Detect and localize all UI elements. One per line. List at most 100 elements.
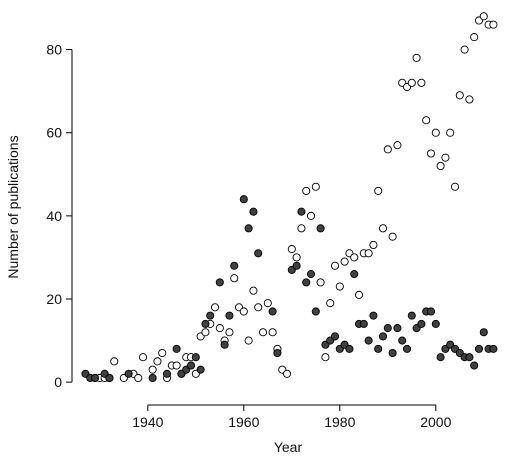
point <box>124 369 133 378</box>
point <box>335 282 344 291</box>
point <box>426 307 436 316</box>
point <box>172 361 181 370</box>
point <box>239 195 248 204</box>
point <box>148 365 157 374</box>
point <box>249 286 258 295</box>
point <box>239 307 248 316</box>
point <box>489 20 498 29</box>
point <box>364 336 373 345</box>
point <box>254 249 263 258</box>
point <box>417 319 426 328</box>
point <box>412 53 421 62</box>
x-tick-label: 1960 <box>228 414 259 430</box>
point <box>378 224 388 233</box>
point <box>196 365 205 374</box>
point <box>282 369 292 378</box>
point <box>306 211 316 220</box>
point <box>186 361 196 370</box>
point <box>383 324 392 333</box>
point <box>330 332 340 341</box>
point <box>297 224 306 233</box>
point <box>230 274 239 283</box>
point <box>407 311 416 320</box>
point <box>268 328 277 337</box>
point <box>158 348 167 358</box>
point <box>138 353 148 362</box>
point <box>369 311 378 320</box>
point <box>263 299 272 308</box>
point <box>388 232 397 241</box>
point <box>148 373 157 383</box>
x-tick-label: 1940 <box>132 414 163 430</box>
point <box>378 332 388 341</box>
point <box>191 353 200 362</box>
point <box>402 344 412 353</box>
point <box>225 311 234 320</box>
point <box>489 344 498 353</box>
point <box>479 12 488 21</box>
point <box>350 270 359 279</box>
point <box>450 182 460 191</box>
point <box>302 278 311 287</box>
point <box>105 373 114 383</box>
point <box>244 224 253 233</box>
point <box>330 261 340 270</box>
point <box>460 45 469 54</box>
point <box>441 153 450 162</box>
y-tick-label: 20 <box>46 291 62 307</box>
x-tick-label: 2000 <box>420 414 451 430</box>
point <box>374 186 383 195</box>
point <box>153 357 162 366</box>
point <box>350 253 359 262</box>
point <box>326 299 335 308</box>
point <box>201 319 210 328</box>
point <box>225 328 234 337</box>
y-tick-label: 40 <box>46 208 62 224</box>
point <box>398 336 407 345</box>
point <box>426 149 436 158</box>
point <box>244 336 253 345</box>
point <box>455 91 464 100</box>
point <box>388 348 397 358</box>
point <box>268 307 277 316</box>
point <box>292 253 301 262</box>
point <box>201 328 210 337</box>
point <box>297 207 306 216</box>
point <box>393 141 402 150</box>
y-axis-label: Number of publications <box>5 135 21 278</box>
point <box>417 78 426 87</box>
y-tick-label: 80 <box>46 42 62 58</box>
point <box>206 311 215 320</box>
point <box>479 328 488 337</box>
point <box>254 303 263 312</box>
point <box>354 290 364 299</box>
point <box>340 257 349 266</box>
point <box>311 182 320 191</box>
point <box>470 33 479 42</box>
point <box>134 373 143 383</box>
point <box>345 344 354 353</box>
x-tick-label: 1980 <box>324 414 355 430</box>
point <box>162 369 172 378</box>
point <box>258 328 268 337</box>
point <box>90 373 100 383</box>
point <box>465 353 474 362</box>
point <box>311 307 320 316</box>
point <box>316 224 325 233</box>
point <box>474 344 484 353</box>
x-axis-label: Year <box>274 439 303 455</box>
point <box>422 116 431 125</box>
point <box>215 324 224 333</box>
point <box>306 270 316 279</box>
point <box>249 207 258 216</box>
point <box>465 95 474 104</box>
point <box>407 78 416 87</box>
point <box>230 261 239 270</box>
point <box>431 319 440 328</box>
point <box>364 249 373 258</box>
point <box>110 357 119 366</box>
point <box>470 361 479 370</box>
point <box>393 324 402 333</box>
point <box>359 319 368 328</box>
